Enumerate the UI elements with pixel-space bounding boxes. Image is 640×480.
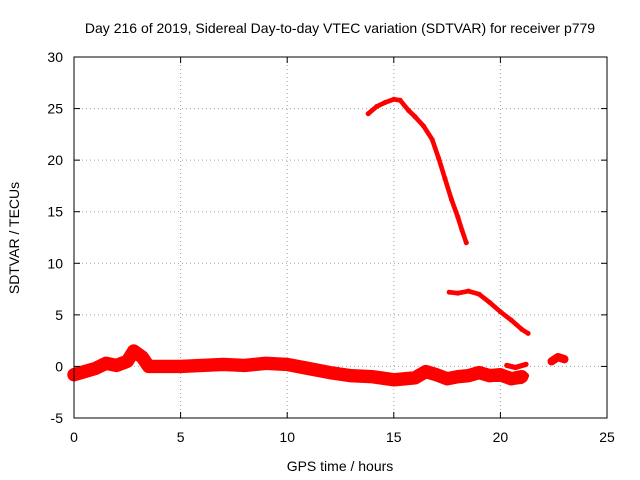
y-tick-label: 10 (47, 255, 63, 271)
data-point (519, 378, 525, 384)
data-point (444, 376, 450, 382)
data-point (561, 356, 567, 362)
data-point (465, 373, 471, 379)
data-point (406, 108, 412, 114)
y-axis-label: SDTVAR / TECUs (6, 182, 22, 294)
data-point (178, 363, 184, 369)
data-point (476, 291, 482, 297)
data-point (124, 358, 130, 364)
data-point (397, 97, 403, 103)
data-point (549, 358, 555, 364)
x-tick-label: 15 (386, 429, 402, 445)
data-point (306, 366, 311, 371)
x-tick-label: 20 (493, 429, 509, 445)
data-point (459, 227, 465, 233)
data-point (423, 369, 429, 375)
data-point (391, 96, 397, 102)
series-layer (67, 96, 569, 387)
x-tick-label: 5 (177, 429, 185, 445)
data-point (263, 360, 269, 366)
data-point (365, 111, 371, 117)
data-point (504, 362, 510, 368)
data-point (519, 326, 525, 332)
plot-frame (73, 56, 608, 419)
series-near-zero-band (67, 344, 529, 387)
data-point (284, 361, 290, 367)
data-point (446, 289, 452, 295)
data-point (508, 379, 514, 385)
data-point (436, 155, 442, 161)
y-tick-label: 5 (55, 307, 63, 323)
data-point (487, 373, 493, 379)
data-point (487, 300, 493, 305)
data-point (220, 361, 226, 367)
data-point (429, 137, 435, 142)
data-point (199, 362, 205, 368)
data-point (497, 309, 503, 315)
data-point (523, 361, 529, 367)
y-tick-label: 15 (47, 204, 63, 220)
data-point (327, 370, 333, 376)
y-tick-label: 0 (55, 358, 63, 374)
data-point (103, 360, 109, 366)
x-tick-label: 25 (599, 429, 615, 445)
y-tick-label: 25 (47, 101, 63, 117)
data-point (442, 176, 448, 182)
data-point (525, 330, 531, 336)
data-point (156, 363, 162, 369)
series-high-arc (365, 96, 469, 246)
data-point (167, 363, 173, 369)
data-point (433, 372, 439, 378)
data-point (131, 348, 137, 354)
data-point (370, 374, 375, 380)
data-point (508, 317, 514, 323)
data-point (455, 214, 461, 220)
y-tick-label: 30 (47, 49, 63, 65)
data-point (463, 240, 469, 246)
data-point (92, 366, 98, 371)
series-mid-arc (446, 288, 531, 336)
data-point (412, 375, 418, 381)
data-point (374, 104, 380, 109)
data-point (555, 354, 561, 360)
data-point (497, 376, 503, 382)
series-late-segment-a (504, 361, 529, 371)
data-point (448, 196, 454, 202)
y-tick-label: -5 (51, 410, 64, 426)
data-point (512, 365, 518, 370)
data-point (82, 369, 88, 375)
data-point (476, 370, 482, 376)
data-point (382, 99, 388, 105)
data-point (348, 373, 354, 379)
y-tick-label: 20 (47, 152, 63, 168)
data-point (523, 373, 529, 379)
series-end-blob (547, 352, 569, 366)
data-point (242, 362, 248, 368)
data-point (412, 114, 418, 120)
data-point (139, 354, 145, 360)
x-axis-label: GPS time / hours (287, 458, 394, 474)
series-band (497, 372, 530, 385)
data-point (146, 363, 152, 369)
data-point (391, 377, 397, 383)
chart-title: Day 216 of 2019, Sidereal Day-to-day VTE… (85, 20, 595, 36)
x-tick-label: 0 (70, 429, 78, 445)
data-point (421, 123, 427, 129)
series-late-segment-b (497, 372, 530, 385)
data-point (465, 288, 471, 294)
data-point (114, 362, 120, 368)
x-tick-label: 10 (279, 429, 295, 445)
axis-ticks: 0 5 10 15 20 25 -5 0 5 10 15 20 25 30 (47, 49, 615, 445)
data-point (455, 374, 461, 380)
data-point (455, 290, 461, 296)
